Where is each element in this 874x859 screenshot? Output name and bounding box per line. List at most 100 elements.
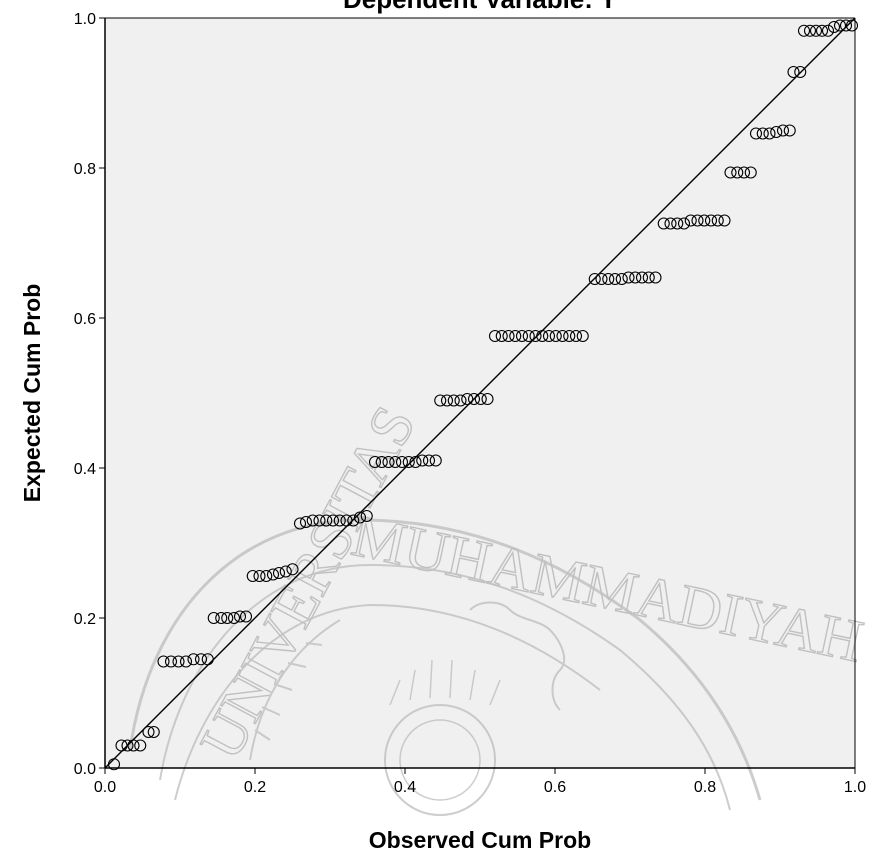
y-tick-label: 0.8	[74, 161, 96, 178]
axis-ticks: 0.0 0.2 0.4 0.6 0.8 1.0 0.0 0.2 0.4 0.6 0.8 1.0	[74, 11, 866, 796]
data-point	[467, 392, 481, 406]
data-point	[340, 514, 353, 527]
data-point	[239, 610, 253, 623]
data-point	[215, 611, 228, 625]
y-tick-label: 0.0	[74, 761, 96, 778]
data-point	[201, 653, 214, 666]
x-tick-label: 0.6	[544, 779, 566, 796]
data-point	[576, 329, 589, 343]
data-point	[447, 394, 460, 407]
data-point	[157, 655, 170, 668]
data-point	[299, 515, 313, 529]
data-point	[127, 739, 140, 752]
data-point	[622, 271, 635, 284]
y-tick-label: 0.6	[74, 311, 96, 328]
data-point	[434, 394, 447, 407]
data-point	[389, 455, 402, 469]
data-point	[227, 611, 241, 625]
data-point	[409, 455, 422, 469]
data-point	[179, 655, 193, 668]
data-point	[671, 217, 684, 230]
data-point	[115, 739, 128, 752]
data-point	[246, 569, 259, 583]
data-point	[629, 271, 642, 284]
data-point	[827, 20, 841, 34]
data-point	[326, 514, 340, 527]
data-point	[474, 392, 487, 406]
data-point	[320, 514, 333, 527]
x-tick-label: 0.8	[694, 779, 716, 796]
data-point	[416, 454, 429, 467]
data-point	[794, 65, 807, 79]
data-point	[306, 514, 319, 527]
data-point	[595, 272, 608, 286]
data-point	[266, 568, 280, 581]
data-point	[333, 514, 346, 527]
data-point	[286, 563, 299, 576]
data-point	[382, 455, 395, 469]
data-point	[677, 217, 691, 230]
y-tick-label: 0.2	[74, 611, 96, 628]
data-point	[642, 271, 655, 284]
y-tick-label: 1.0	[74, 11, 96, 28]
data-point	[657, 217, 670, 230]
data-point	[260, 569, 273, 583]
data-point	[763, 127, 776, 140]
data-point	[803, 24, 817, 37]
data-point	[724, 166, 737, 179]
data-point	[536, 329, 549, 343]
data-point	[353, 511, 367, 524]
data-point	[698, 214, 711, 227]
data-point	[569, 329, 583, 343]
data-point	[279, 565, 292, 578]
data-point	[207, 611, 220, 625]
data-point	[253, 569, 266, 583]
data-point	[429, 454, 442, 467]
data-point	[495, 329, 508, 343]
data-point	[635, 271, 649, 284]
data-point	[440, 394, 454, 407]
data-point	[711, 214, 724, 227]
data-point	[187, 653, 200, 666]
x-tick-label: 0.2	[244, 779, 266, 796]
data-point	[221, 611, 234, 625]
data-point	[649, 271, 662, 284]
data-point	[608, 272, 622, 286]
data-points	[107, 19, 859, 771]
data-point	[529, 329, 542, 343]
data-point	[360, 509, 373, 523]
x-tick-label: 0.4	[394, 779, 416, 796]
data-point	[107, 758, 121, 771]
data-point	[454, 394, 467, 407]
data-point	[602, 272, 615, 286]
data-point	[233, 610, 247, 623]
data-point	[509, 329, 522, 343]
data-point	[664, 217, 677, 230]
data-point	[770, 125, 783, 139]
data-point	[821, 24, 835, 37]
data-point	[684, 214, 697, 227]
data-point	[744, 166, 757, 179]
y-axis-label: Expected Cum Prob	[19, 284, 45, 503]
data-point	[293, 517, 307, 530]
data-point	[488, 329, 502, 343]
data-point	[461, 392, 474, 406]
x-tick-label: 0.0	[94, 779, 116, 796]
data-point	[718, 214, 731, 227]
data-point	[164, 655, 178, 668]
data-point	[402, 455, 415, 469]
data-point	[839, 19, 853, 32]
data-point	[749, 127, 763, 140]
data-point	[542, 329, 556, 343]
data-point	[815, 24, 829, 37]
data-point	[809, 24, 823, 37]
data-point	[615, 272, 628, 286]
x-tick-label: 1.0	[844, 779, 866, 796]
chart-title: Dependent Variable: Y	[343, 0, 617, 14]
data-point	[395, 455, 409, 469]
data-point	[142, 725, 155, 739]
data-point	[776, 124, 790, 137]
data-point	[121, 739, 134, 752]
data-point	[787, 65, 800, 79]
